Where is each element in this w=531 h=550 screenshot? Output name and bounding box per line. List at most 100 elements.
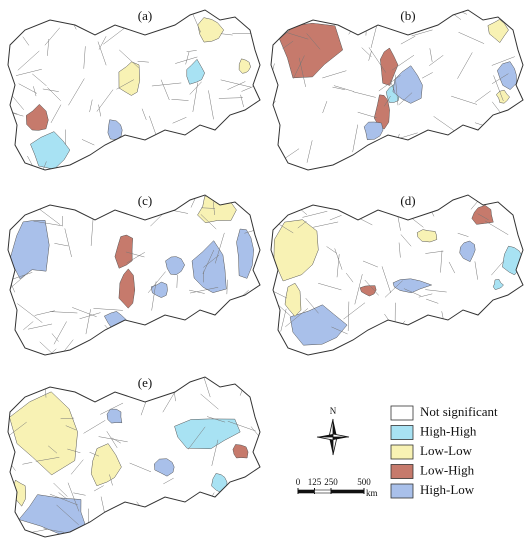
district-border — [17, 50, 40, 71]
district-border — [32, 73, 47, 87]
district-border — [361, 344, 378, 355]
district-border — [364, 279, 379, 296]
district-border — [79, 312, 101, 320]
district-border — [470, 355, 476, 364]
district-border — [326, 246, 338, 254]
district-border — [510, 18, 521, 26]
panel-label: (e) — [138, 375, 152, 390]
district-border — [89, 451, 100, 457]
district-border — [81, 139, 95, 146]
patches — [271, 10, 523, 170]
district-border — [492, 101, 501, 113]
district-border — [150, 155, 169, 160]
district-border — [8, 233, 10, 243]
district-border — [0, 501, 7, 504]
district-border — [280, 308, 287, 332]
district-border — [443, 162, 467, 170]
district-border — [333, 85, 355, 92]
district-border — [160, 79, 170, 101]
district-border — [336, 254, 340, 278]
district-border — [73, 10, 97, 22]
district-border — [97, 41, 107, 66]
scale-label: 500 — [357, 477, 371, 487]
district-border — [438, 153, 450, 163]
district-border — [203, 254, 220, 268]
district-border — [318, 282, 342, 291]
district-border — [107, 145, 123, 156]
district-border — [271, 331, 274, 352]
district-border — [137, 60, 149, 63]
district-border — [475, 90, 491, 103]
district-border — [188, 426, 206, 450]
district-border — [194, 318, 206, 333]
district-border — [49, 311, 78, 314]
district-border — [436, 344, 458, 354]
district-border — [36, 161, 47, 170]
district-border — [2, 474, 7, 488]
scale-label: 250 — [324, 477, 338, 487]
cluster-patch — [114, 234, 133, 269]
district-border — [491, 73, 509, 84]
district-border — [332, 86, 345, 90]
district-border — [27, 323, 53, 330]
district-border — [185, 51, 190, 65]
cluster-patch — [236, 228, 254, 279]
district-border — [383, 95, 391, 107]
district-border — [345, 272, 354, 283]
district-border — [334, 248, 343, 270]
district-border — [525, 273, 531, 290]
district-border — [47, 87, 61, 101]
district-border — [201, 207, 215, 209]
district-border — [254, 490, 260, 503]
district-border — [125, 251, 145, 258]
district-border — [453, 153, 465, 170]
district-border — [151, 82, 182, 87]
district-border — [18, 83, 37, 94]
region-outline — [7, 376, 261, 538]
district-border — [151, 281, 157, 311]
district-border — [65, 425, 77, 431]
region-outline — [7, 194, 261, 356]
district-border — [398, 242, 401, 258]
district-border — [519, 156, 523, 167]
cluster-patch — [289, 304, 348, 346]
district-border — [192, 82, 199, 112]
cluster-patch — [492, 279, 504, 290]
district-border — [329, 215, 342, 221]
district-border — [399, 330, 427, 347]
district-border — [354, 274, 363, 305]
district-border — [89, 99, 93, 113]
panels: (a) (b) (c) (d) (e) — [0, 8, 531, 550]
cluster-patch — [30, 131, 71, 170]
cluster-patch — [9, 220, 50, 280]
cluster-patch — [26, 103, 49, 131]
district-border — [146, 340, 162, 355]
district-border — [362, 260, 378, 268]
district-border — [0, 219, 7, 231]
district-border — [348, 200, 367, 205]
district-border — [119, 49, 139, 68]
district-border — [451, 95, 478, 105]
district-border — [58, 339, 74, 355]
district-border — [15, 68, 42, 76]
panel-label: (d) — [400, 193, 415, 208]
district-border — [343, 302, 366, 320]
district-border — [491, 56, 515, 66]
district-border — [493, 75, 504, 102]
district-border — [286, 32, 309, 40]
district-border — [333, 359, 354, 363]
district-border — [67, 482, 80, 512]
district-border — [151, 541, 167, 550]
region-outline — [7, 9, 261, 171]
district-border — [458, 32, 485, 44]
district-border — [282, 40, 294, 49]
cluster-patch — [497, 61, 517, 90]
district-border — [159, 321, 172, 326]
district-border — [200, 214, 217, 230]
district-border — [522, 10, 523, 14]
district-border — [73, 492, 86, 496]
district-border — [111, 437, 121, 444]
cluster-patch — [392, 278, 433, 294]
scale-unit: km — [366, 488, 378, 498]
district-border — [214, 232, 225, 264]
